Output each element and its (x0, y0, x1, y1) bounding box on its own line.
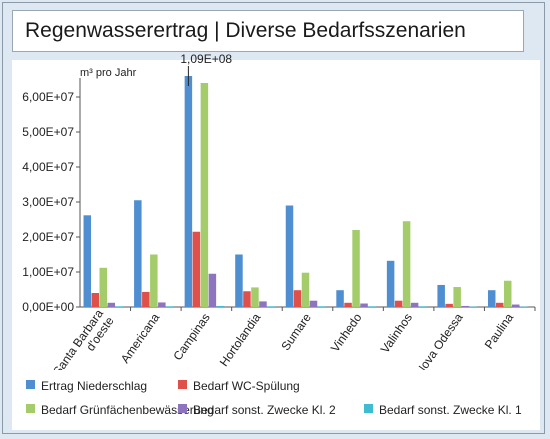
bar (208, 273, 217, 307)
bar (309, 300, 318, 307)
bar (235, 254, 243, 307)
x-tick-label: Nova Odessa (412, 310, 465, 378)
x-tick-label: Paulina (482, 310, 517, 351)
bar (285, 205, 294, 307)
legend-item: Ertrag Niederschlag (26, 378, 147, 393)
bar (418, 306, 427, 307)
bar (344, 302, 352, 307)
bar (115, 306, 124, 307)
x-tick-label: Campinas (170, 311, 212, 363)
bar (461, 305, 469, 307)
x-tick-label: Valinhos (378, 311, 415, 356)
bar (368, 306, 376, 307)
bar (386, 260, 395, 307)
legend-swatch (178, 380, 187, 390)
legend-label: Ertrag Niederschlag (41, 378, 148, 393)
y-tick-label: 5,00E+07 (22, 125, 74, 139)
bar (142, 291, 150, 307)
legend-label: Bedarf sonst. Zwecke Kl. 1 (379, 402, 522, 417)
legend-label: Bedarf sonst. Zwecke Kl. 2 (193, 402, 336, 417)
bar (394, 300, 403, 307)
y-tick-label: 0,00E+00 (22, 300, 74, 314)
legend: Ertrag Niederschlag Bedarf WC-Spülung Beda… (12, 370, 540, 430)
bar (293, 290, 302, 307)
plot-area (12, 60, 540, 370)
title-box: Regenwasserertrag | Diverse Bedarfsszena… (12, 10, 524, 52)
bar (402, 221, 411, 307)
bar (184, 76, 193, 307)
bar (453, 287, 461, 307)
y-tick-label: 6,00E+07 (22, 90, 74, 104)
bar (99, 267, 108, 307)
x-tick-label: Hortolandia (217, 310, 264, 369)
y-tick-label: 3,00E+07 (22, 195, 74, 209)
bar (150, 254, 158, 307)
legend-label: Bedarf WC-Spülung (193, 378, 300, 393)
x-tick-label: Americana (118, 310, 163, 365)
annotation-label: 1,09E+08 (180, 52, 232, 66)
bar (200, 83, 209, 307)
y-axis-label: m³ pro Jahr (80, 67, 137, 79)
bar (410, 302, 419, 307)
bar (259, 301, 267, 307)
legend-item: Bedarf Grünfächenbewässerung (26, 402, 214, 417)
bar (83, 215, 92, 307)
legend-swatch (178, 404, 187, 414)
bar (216, 305, 225, 307)
bar (437, 284, 445, 307)
bar (360, 303, 368, 307)
bar (166, 306, 174, 307)
bar (336, 290, 344, 307)
y-tick-label: 1,00E+07 (22, 265, 74, 279)
bar (511, 304, 520, 307)
legend-item: Bedarf sonst. Zwecke Kl. 2 (178, 402, 336, 417)
bar (267, 306, 275, 307)
y-tick-label: 4,00E+07 (22, 160, 74, 174)
legend-item: Bedarf sonst. Zwecke Kl. 1 (364, 402, 522, 417)
y-tick-label: 2,00E+07 (22, 230, 74, 244)
bar (445, 303, 453, 307)
bar (301, 272, 310, 307)
bar (134, 200, 142, 307)
bar (352, 230, 360, 307)
bar (487, 290, 496, 307)
legend-swatch (26, 380, 35, 390)
x-tick-label: Vinhedo (328, 310, 365, 354)
bar (192, 231, 201, 307)
bar (91, 293, 100, 307)
bar (495, 302, 504, 307)
legend-swatch (364, 404, 373, 414)
x-tick-label: Sumare (278, 310, 314, 353)
legend-swatch (26, 404, 35, 414)
bar (107, 302, 116, 307)
bar (317, 306, 326, 307)
legend-item: Bedarf WC-Spülung (178, 378, 300, 393)
legend-label: Bedarf Grünfächenbewässerung (41, 402, 214, 417)
bar (503, 280, 512, 307)
bar (251, 287, 259, 307)
chart-title: Regenwasserertrag | Diverse Bedarfsszena… (25, 19, 466, 42)
bar (158, 302, 166, 307)
bar (243, 291, 251, 307)
